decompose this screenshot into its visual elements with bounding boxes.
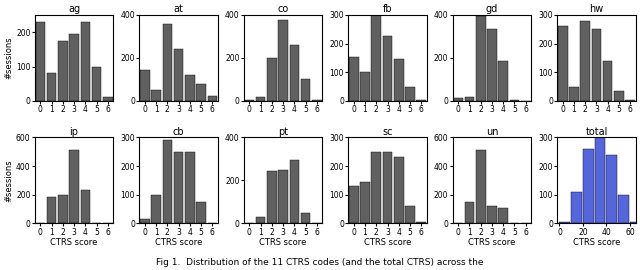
Bar	[394, 59, 404, 101]
Bar	[360, 72, 370, 101]
Bar	[559, 222, 570, 223]
Bar	[47, 197, 56, 223]
Bar	[58, 41, 68, 101]
Bar	[81, 190, 90, 223]
Bar	[349, 186, 358, 223]
Bar	[174, 49, 183, 101]
Bar	[92, 66, 101, 101]
Bar	[207, 96, 217, 101]
Bar	[607, 155, 617, 223]
X-axis label: CTRS score: CTRS score	[51, 238, 98, 247]
X-axis label: CTRS score: CTRS score	[259, 238, 307, 247]
Title: ip: ip	[70, 127, 79, 137]
Bar	[371, 152, 381, 223]
Title: total: total	[585, 127, 607, 137]
Title: pt: pt	[278, 127, 288, 137]
Bar	[405, 87, 415, 101]
Bar	[571, 192, 582, 223]
Bar	[244, 100, 254, 101]
Title: at: at	[173, 4, 184, 14]
Bar	[140, 219, 150, 223]
Bar	[465, 97, 474, 101]
Bar	[630, 222, 640, 223]
Bar	[595, 136, 605, 223]
Title: cb: cb	[173, 127, 184, 137]
Bar	[371, 14, 381, 101]
Bar	[267, 58, 276, 101]
Bar	[499, 61, 508, 101]
Bar	[196, 84, 206, 101]
Bar	[487, 29, 497, 101]
Bar	[151, 90, 161, 101]
Bar	[69, 34, 79, 101]
Bar	[47, 73, 56, 101]
Bar	[312, 100, 321, 101]
Bar	[583, 149, 593, 223]
Bar	[509, 100, 519, 101]
Bar	[58, 195, 68, 223]
Title: un: un	[486, 127, 499, 137]
Title: ag: ag	[68, 4, 80, 14]
Bar	[278, 170, 288, 223]
Bar	[465, 202, 474, 223]
Bar	[103, 97, 113, 101]
Bar	[558, 26, 568, 101]
Title: fb: fb	[383, 4, 392, 14]
Bar	[603, 61, 612, 101]
Bar	[625, 100, 635, 101]
Bar	[614, 91, 624, 101]
Y-axis label: #sessions: #sessions	[4, 159, 13, 202]
Bar	[499, 208, 508, 223]
Title: gd: gd	[486, 4, 498, 14]
Title: hw: hw	[589, 4, 604, 14]
Bar	[301, 213, 310, 223]
Bar	[454, 98, 463, 101]
Bar	[267, 171, 276, 223]
Bar	[476, 150, 486, 223]
Title: sc: sc	[382, 127, 393, 137]
Bar	[360, 182, 370, 223]
Bar	[394, 157, 404, 223]
Bar	[174, 152, 183, 223]
Bar	[278, 20, 288, 101]
Bar	[349, 56, 358, 101]
Bar	[569, 87, 579, 101]
Bar	[417, 100, 426, 101]
Bar	[185, 152, 195, 223]
Bar	[69, 150, 79, 223]
Bar	[256, 97, 266, 101]
Bar	[151, 195, 161, 223]
Bar	[140, 70, 150, 101]
Bar	[383, 36, 392, 101]
X-axis label: CTRS score: CTRS score	[364, 238, 412, 247]
Bar	[417, 222, 426, 223]
Bar	[163, 140, 172, 223]
Bar	[580, 21, 590, 101]
Bar	[383, 152, 392, 223]
Y-axis label: #sessions: #sessions	[4, 37, 13, 79]
Title: co: co	[277, 4, 289, 14]
Bar	[289, 45, 299, 101]
Bar	[196, 202, 206, 223]
Bar	[476, 16, 486, 101]
Text: Fig 1.  Distribution of the 11 CTRS codes (and the total CTRS) across the: Fig 1. Distribution of the 11 CTRS codes…	[156, 258, 484, 267]
Bar	[256, 217, 266, 223]
Bar	[36, 22, 45, 101]
Bar	[618, 195, 628, 223]
Bar	[487, 206, 497, 223]
X-axis label: CTRS score: CTRS score	[573, 238, 620, 247]
X-axis label: CTRS score: CTRS score	[155, 238, 202, 247]
Bar	[289, 160, 299, 223]
Bar	[163, 23, 172, 101]
Bar	[405, 206, 415, 223]
Bar	[301, 79, 310, 101]
Bar	[185, 75, 195, 101]
Bar	[592, 29, 601, 101]
X-axis label: CTRS score: CTRS score	[468, 238, 516, 247]
Bar	[81, 22, 90, 101]
